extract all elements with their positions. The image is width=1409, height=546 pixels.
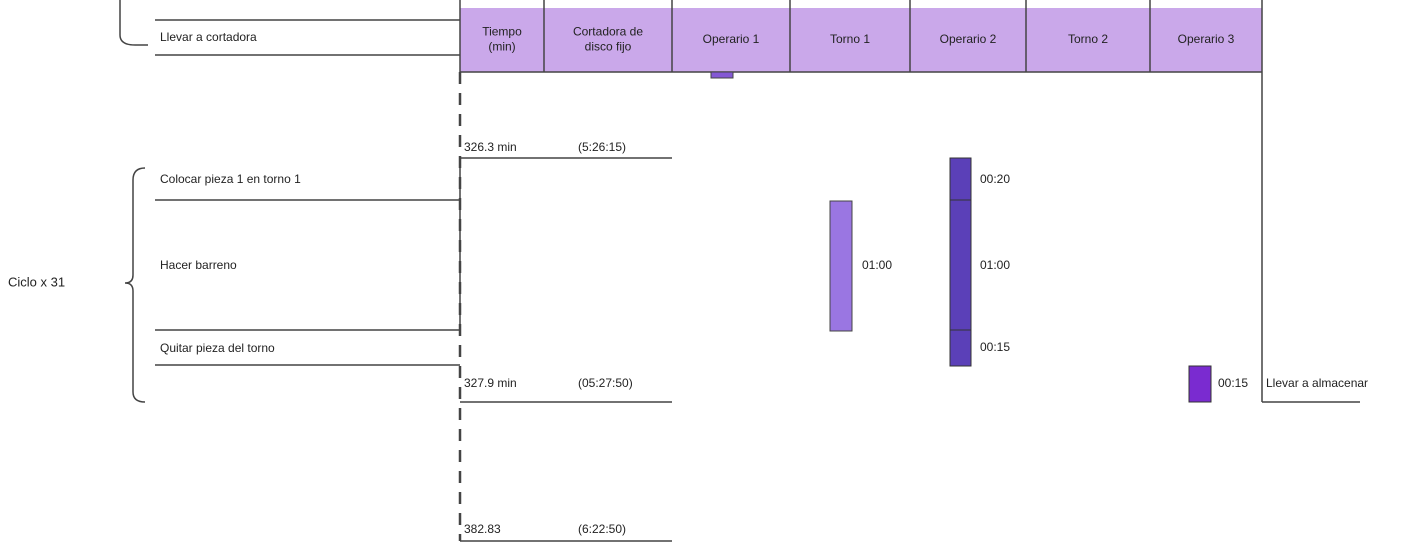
- step-label: Hacer barreno: [160, 258, 237, 272]
- step-label: Quitar pieza del torno: [160, 341, 275, 355]
- duration-label: 01:00: [980, 258, 1010, 272]
- duration-label: 00:15: [980, 340, 1010, 354]
- time-minutes: 326.3 min: [464, 140, 517, 154]
- activity-bar: [949, 329, 972, 367]
- activity-bar: [829, 200, 853, 332]
- duration-label: 00:15: [1218, 376, 1248, 390]
- column-header: (min): [488, 40, 515, 54]
- column-header: Cortadora de: [573, 25, 643, 39]
- activity-bar: [949, 157, 972, 201]
- frame-lines: [119, 0, 1360, 542]
- step-label: Colocar pieza 1 en torno 1: [160, 172, 301, 186]
- header-band: [460, 8, 1262, 72]
- activity-bar: [949, 199, 972, 331]
- activity-bar: [1188, 365, 1212, 403]
- end-note: Llevar a almacenar: [1266, 376, 1368, 390]
- column-header: Tiempo: [482, 25, 522, 39]
- time-minutes: 382.83: [464, 522, 501, 536]
- column-header: Torno 1: [830, 32, 870, 46]
- duration-label: 01:00: [862, 258, 892, 272]
- time-minutes: 327.9 min: [464, 376, 517, 390]
- cycle-label: Ciclo x 31: [8, 274, 65, 289]
- duration-label: 00:20: [980, 172, 1010, 186]
- column-header: Operario 2: [940, 32, 997, 46]
- column-header: Operario 3: [1178, 32, 1235, 46]
- time-clock: (5:26:15): [578, 140, 626, 154]
- column-header: disco fijo: [585, 40, 632, 54]
- column-header: Torno 2: [1068, 32, 1108, 46]
- time-clock: (05:27:50): [578, 376, 633, 390]
- activity-bar: [710, 71, 734, 79]
- column-header: Operario 1: [703, 32, 760, 46]
- time-clock: (6:22:50): [578, 522, 626, 536]
- step-label: Llevar a cortadora: [160, 30, 257, 44]
